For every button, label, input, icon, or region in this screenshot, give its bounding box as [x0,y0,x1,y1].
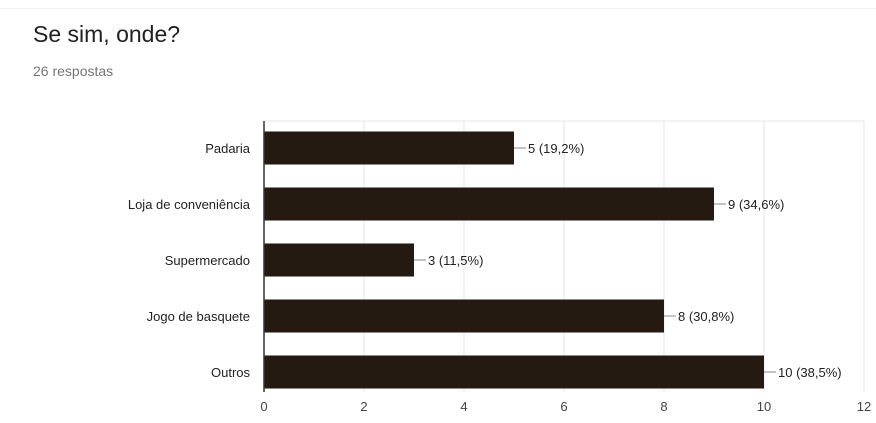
x-tick-label: 10 [757,399,771,414]
question-title: Se sim, onde? [33,21,181,47]
category-label: Loja de conveniência [128,197,251,212]
category-label: Padaria [205,141,251,156]
category-label: Outros [211,365,251,380]
x-tick-label: 6 [560,399,567,414]
data-label: 5 (19,2%) [528,141,584,156]
bar [264,131,514,165]
data-label: 8 (30,8%) [678,309,734,324]
bar [264,355,764,389]
bar [264,243,414,277]
top-divider [0,8,876,9]
bar [264,299,664,333]
data-label: 9 (34,6%) [728,197,784,212]
category-label: Supermercado [165,253,250,268]
x-tick-label: 8 [660,399,667,414]
x-tick-label: 12 [857,399,871,414]
x-tick-label: 4 [460,399,467,414]
category-label: Jogo de basquete [147,309,250,324]
response-count: 26 respostas [33,63,114,79]
x-tick-label: 2 [360,399,367,414]
x-tick-label: 0 [260,399,267,414]
data-label: 3 (11,5%) [428,253,483,268]
data-label: 10 (38,5%) [778,365,842,380]
bar [264,187,714,221]
